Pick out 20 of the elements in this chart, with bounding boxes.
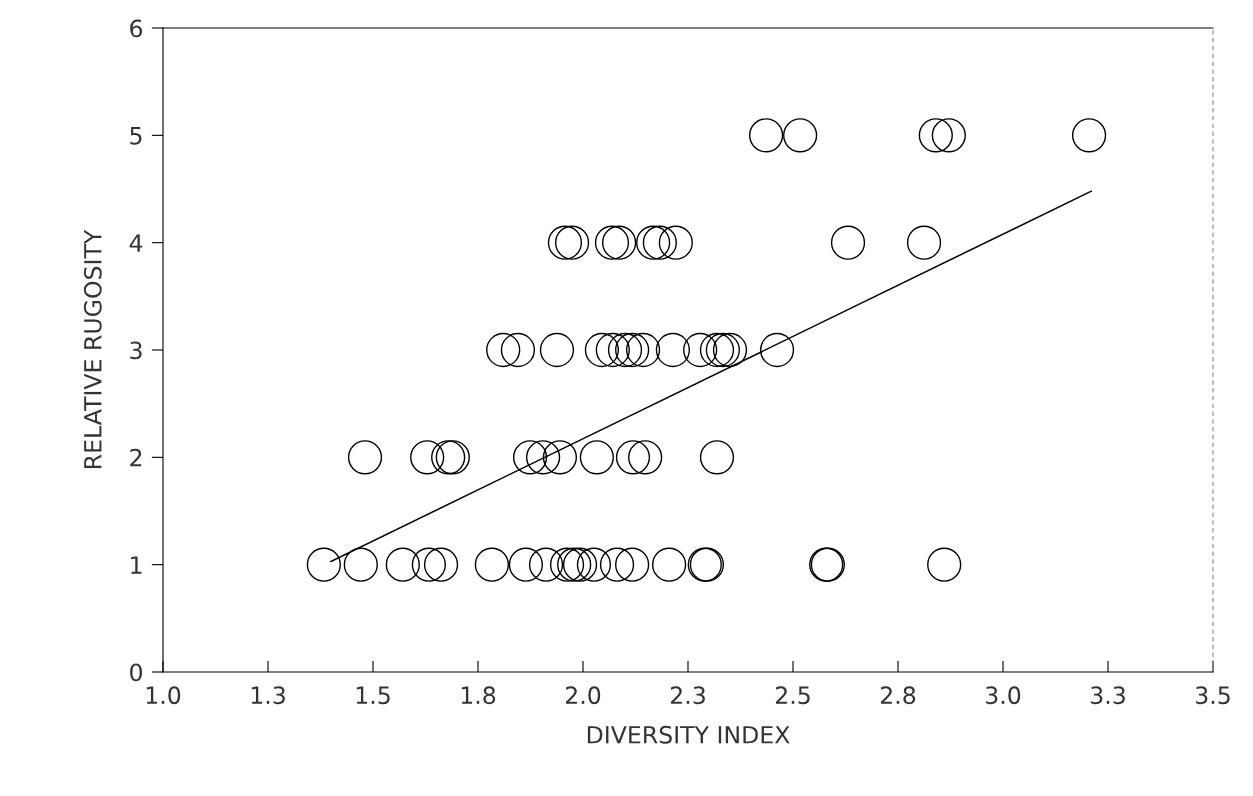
- x-tick-label: 2.5: [775, 686, 810, 705]
- x-tick-label: 2.8: [880, 686, 916, 705]
- y-tick-label: 1: [131, 556, 142, 574]
- x-tick-label: 1.8: [461, 686, 496, 705]
- x-tick-label: 1.5: [356, 686, 390, 705]
- y-axis-title: RELATIVE RUGOSITY: [83, 229, 102, 469]
- y-tick-label: 5: [130, 127, 142, 145]
- x-tick-label: 1.3: [251, 686, 285, 705]
- x-tick-label: 3.5: [1196, 686, 1230, 705]
- x-tick-label: 3.0: [986, 686, 1021, 705]
- y-tick-label: 4: [129, 234, 143, 252]
- x-tick-label: 3.3: [1091, 686, 1125, 705]
- y-tick-label: 6: [130, 19, 143, 38]
- x-axis-title: DIVERSITY INDEX: [587, 725, 790, 744]
- x-tick-label: 1.0: [146, 686, 181, 705]
- x-tick-label: 2.3: [670, 686, 705, 705]
- y-tick-label: 2: [130, 448, 142, 467]
- y-tick-label: 0: [130, 663, 142, 682]
- y-tick-label: 3: [130, 341, 142, 360]
- x-tick-label: 2.0: [565, 686, 601, 705]
